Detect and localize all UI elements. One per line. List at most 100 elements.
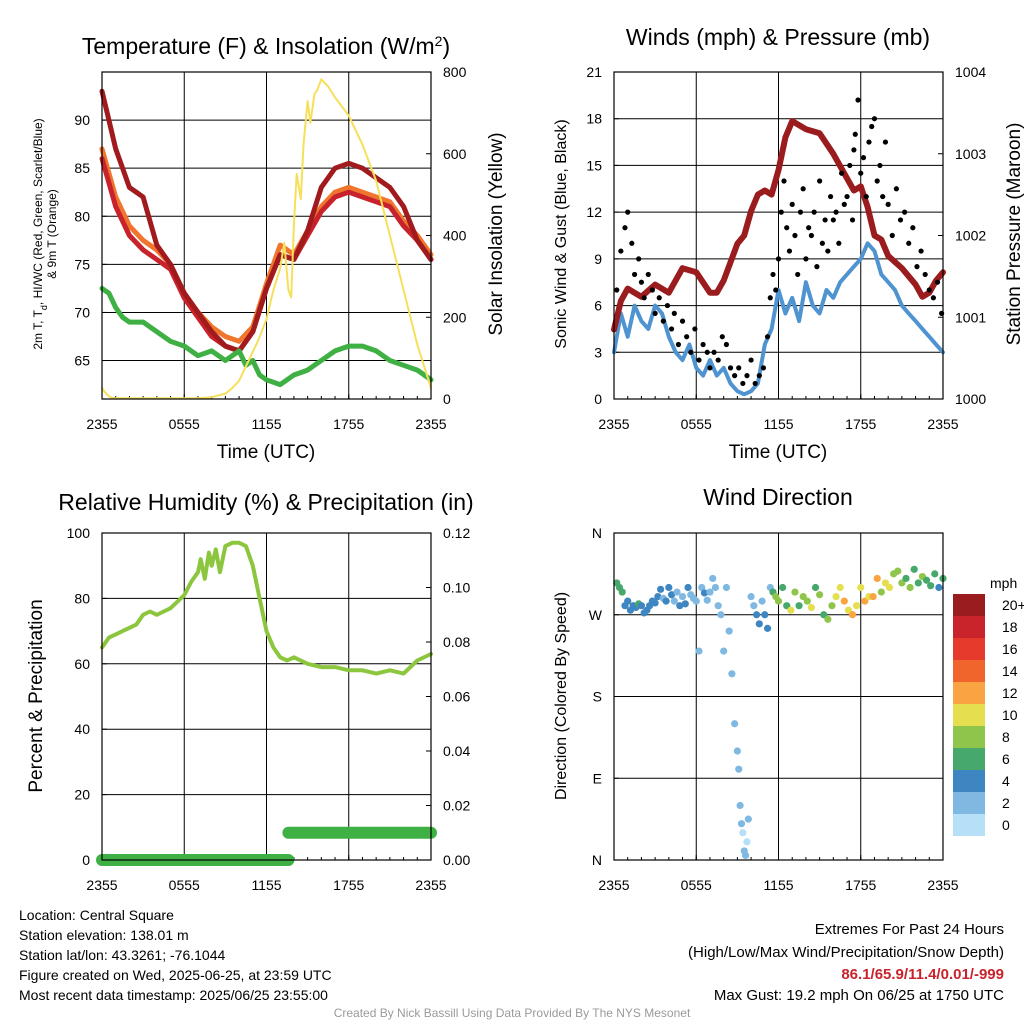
gust-point — [636, 256, 642, 262]
direction-point — [637, 602, 646, 610]
temperature-panel: 2355 0555 1155 1755 2355 65 70 75 80 85 90 0 200 400 6… — [74, 64, 466, 432]
rh-line — [100, 540, 433, 676]
temperature-xtick-label: 0555 — [169, 416, 200, 432]
winds-xlabel: Time (UTC) — [729, 442, 828, 463]
direction-point — [665, 583, 673, 592]
gust-point — [688, 349, 694, 355]
winds-xtick-label: 1755 — [845, 416, 876, 432]
colorbar-label: 20+ — [1002, 597, 1024, 613]
winds-xtick-label: 1155 — [763, 416, 793, 432]
gust-point — [889, 232, 895, 239]
colorbar-label: 8 — [1002, 729, 1010, 745]
gust-point — [711, 349, 717, 355]
gust-point — [847, 162, 853, 169]
solar-y2label: Solar Insolation (Yellow) — [486, 132, 507, 335]
temperature-xtick-label: 2355 — [415, 416, 446, 432]
gust-point — [675, 341, 682, 348]
gust-point — [902, 209, 908, 215]
direction-xtick-label: 1155 — [763, 877, 793, 893]
colorbar-label: 4 — [1002, 773, 1010, 789]
gust-point — [773, 287, 779, 293]
direction-point — [836, 583, 844, 592]
colorbar-label: 12 — [1002, 685, 1018, 701]
winds-ytick-label: 3 — [594, 344, 602, 360]
direction-point — [743, 838, 751, 846]
direction-point — [752, 611, 761, 619]
humidity-y2tick-label: 0.12 — [443, 525, 470, 541]
direction-point — [618, 588, 626, 596]
gust-point — [664, 302, 671, 309]
gust-point — [880, 193, 886, 200]
heat_index-line — [99, 88, 434, 354]
colorbar-swatch — [953, 726, 985, 748]
direction-point — [791, 588, 799, 596]
gust-point — [671, 310, 677, 316]
direction-point — [709, 574, 717, 583]
gust-point — [789, 201, 795, 207]
gust-point — [833, 209, 839, 215]
direction-point — [816, 591, 824, 599]
direction-point — [927, 582, 935, 590]
colorbar-swatch — [953, 616, 985, 638]
gust-point — [811, 209, 817, 215]
direction-point — [670, 597, 678, 605]
colorbar-swatch — [953, 660, 985, 682]
direction-point — [678, 592, 687, 601]
pressure-y2label: Station Pressure (Maroon) — [1004, 123, 1024, 346]
gust-point — [756, 373, 762, 379]
humidity-xtick-label: 1755 — [333, 877, 364, 893]
humidity-xtick-label: 1155 — [251, 877, 281, 893]
gust-point — [803, 256, 809, 262]
winds-y2tick-label: 1004 — [955, 64, 986, 80]
humidity-ytick-label: 60 — [74, 656, 90, 672]
temperature-xtick-label: 1155 — [251, 416, 281, 432]
gust-point — [679, 318, 686, 324]
gust-point — [692, 326, 698, 332]
direction-point — [739, 829, 747, 837]
gust-point — [764, 334, 771, 340]
direction-point — [910, 565, 918, 573]
temperature-ytick-label: 80 — [74, 208, 90, 224]
direction-point — [667, 591, 676, 599]
winds-xtick-label: 2355 — [598, 416, 629, 432]
gust-point — [795, 271, 801, 278]
elevation-text: Station elevation: 138.01 m — [19, 927, 189, 943]
gust-point — [825, 248, 831, 254]
gust-point — [629, 240, 635, 246]
direction-point — [807, 603, 816, 612]
gust-point — [855, 97, 861, 103]
credit-text: Created By Nick Bassill Using Data Provi… — [333, 1006, 691, 1020]
direction-point — [750, 602, 758, 610]
direction-point — [673, 588, 681, 596]
direction-point — [742, 851, 750, 860]
colorbar-label: 16 — [1002, 641, 1018, 657]
created-text: Figure created on Wed, 2025-06-25, at 23… — [19, 967, 332, 983]
gust-point — [893, 186, 899, 192]
gust-point — [844, 193, 850, 200]
direction-point — [731, 720, 739, 728]
direction-point — [935, 583, 943, 592]
gust-point — [838, 170, 845, 176]
gust-point — [822, 217, 828, 223]
gust-point — [914, 264, 920, 270]
temperature-y2tick-label: 200 — [443, 309, 467, 325]
direction-point — [651, 599, 659, 607]
gust-point — [797, 209, 804, 215]
winds-xtick-label: 0555 — [681, 416, 712, 432]
direction-point — [733, 747, 741, 755]
humidity-ytick-label: 40 — [74, 721, 90, 737]
gust-point — [930, 295, 937, 301]
direction-point — [914, 579, 922, 587]
humidity-panel: 2355 0555 1155 1755 2355 0 20 40 60 80 100 0.00 0.02… — [67, 525, 471, 893]
direction-point — [736, 801, 744, 810]
direction-point — [803, 597, 811, 605]
humidity-xtick-label: 2355 — [415, 877, 446, 893]
direction-xtick-label: 2355 — [598, 877, 629, 893]
gust-point — [926, 287, 932, 293]
gust-point — [760, 365, 767, 371]
direction-point — [787, 606, 795, 614]
temperature-ytick-label: 70 — [74, 304, 90, 320]
direction-point — [737, 820, 746, 828]
gust-point — [877, 162, 883, 169]
gust-point — [656, 295, 662, 301]
